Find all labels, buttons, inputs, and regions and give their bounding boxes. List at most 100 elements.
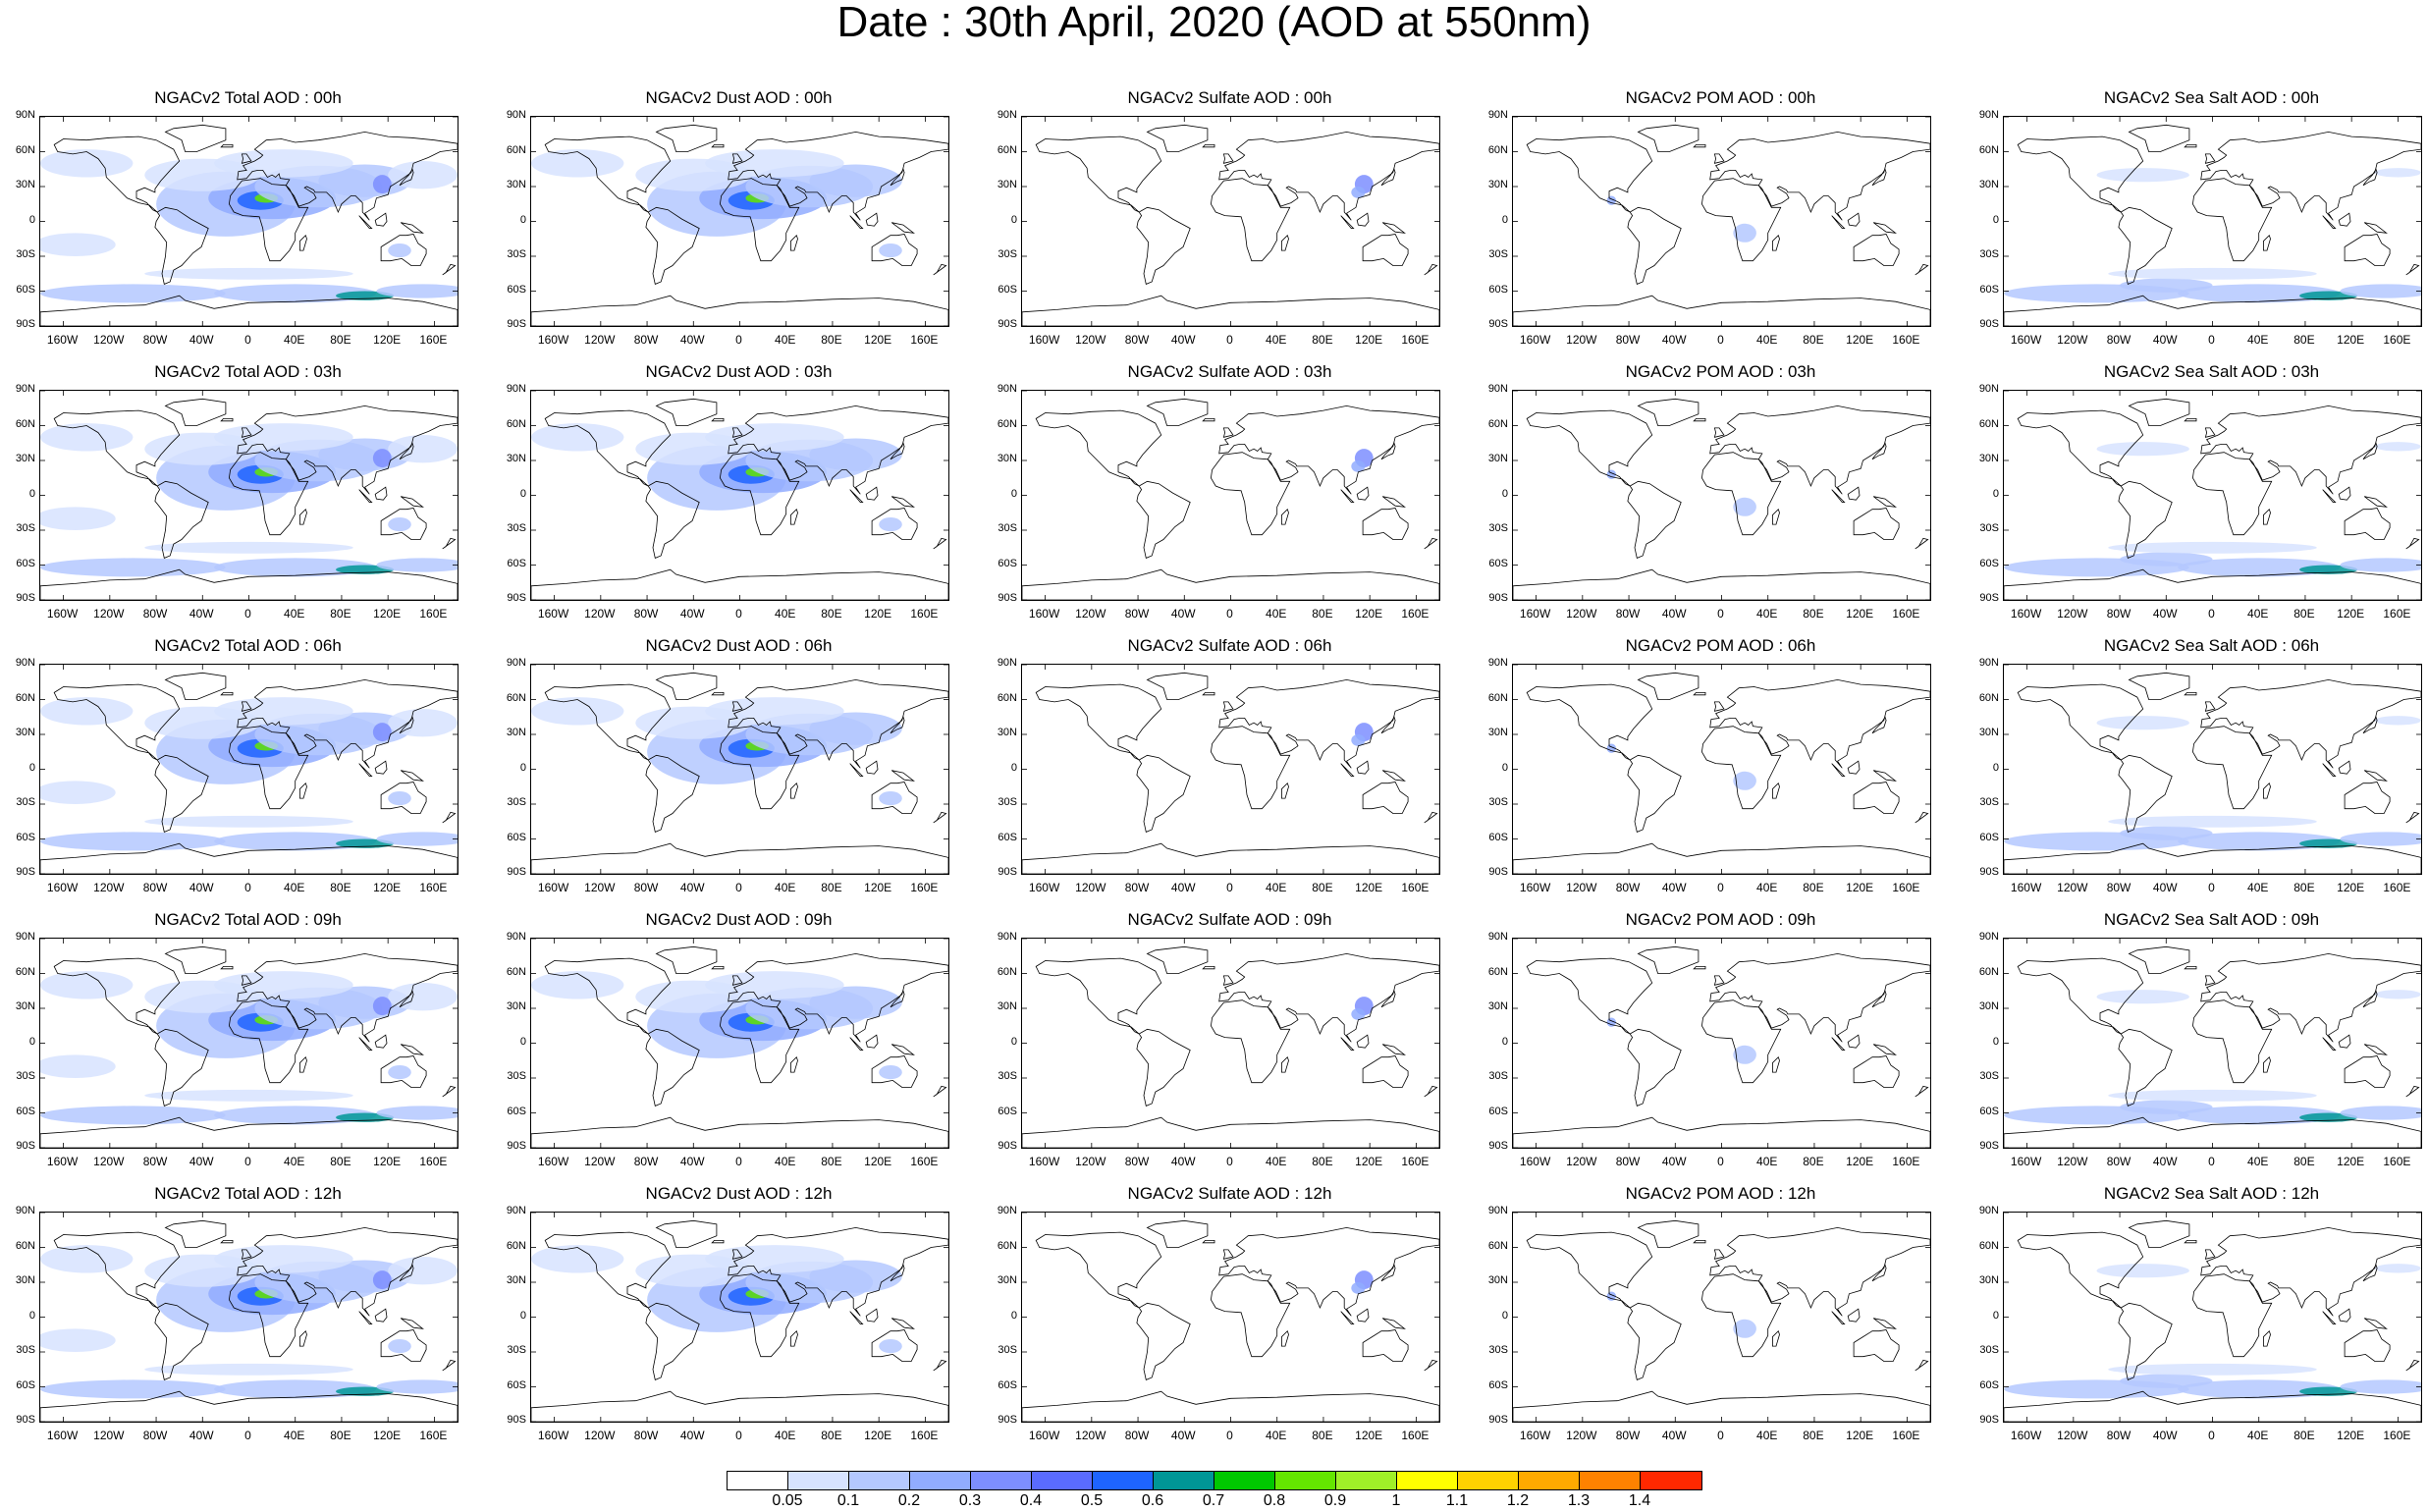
lon-tick-label: 80W (1615, 1155, 1641, 1168)
coastline (400, 1318, 424, 1329)
coastline (865, 760, 879, 775)
world-map (530, 116, 949, 327)
aod-field (40, 1245, 134, 1273)
lat-tick-label: 60S (16, 557, 35, 569)
coastline (1831, 1311, 1846, 1324)
coastline (442, 1359, 457, 1372)
lon-tick-label: 80E (330, 1155, 351, 1168)
lon-tick-label: 120W (2057, 333, 2088, 347)
lat-tick-label: 60S (507, 1105, 526, 1117)
coastline (655, 945, 718, 974)
lon-tick-label: 160W (1028, 333, 1060, 347)
coastline (719, 1273, 800, 1358)
coastline (1526, 683, 1653, 761)
aod-field (2374, 168, 2421, 178)
lat-tick-label: 0 (1992, 213, 1999, 226)
coastline (1210, 1273, 1291, 1358)
aod-field (2374, 716, 2421, 726)
panel-title: NGACv2 Sulfate AOD : 06h (1127, 636, 1332, 655)
lat-tick-label: 30S (998, 522, 1017, 534)
world-map (1021, 390, 1440, 601)
aod-field (376, 1379, 458, 1394)
aod-field (2178, 1106, 2341, 1125)
lat-tick-label: 30N (506, 1000, 526, 1012)
coastline (544, 1231, 672, 1309)
lat-tick-label: 90S (16, 1140, 35, 1152)
lat-tick-label: 30S (998, 796, 1017, 808)
lat-tick-label: 90S (1979, 1414, 1999, 1426)
coastline (544, 683, 672, 761)
coastline (220, 965, 234, 970)
lat-tick-label: 90S (507, 318, 526, 330)
coastline (1709, 131, 1930, 221)
lon-tick-label: 160E (2383, 881, 2411, 894)
lat-tick-label: 60N (15, 691, 35, 704)
lat-tick-label: 0 (519, 1035, 526, 1048)
lon-tick-label: 120E (864, 333, 892, 347)
panel-title: NGACv2 Dust AOD : 00h (645, 88, 833, 107)
aod-field (372, 997, 392, 1016)
coastline (1627, 480, 1682, 559)
lon-tick-label: 120E (373, 881, 402, 894)
lon-tick-label: 160W (1519, 1429, 1551, 1442)
lat-tick-label: 90N (1978, 931, 1999, 943)
lat-tick-label: 30S (1979, 1344, 1999, 1356)
lat-tick-label: 30N (15, 453, 35, 464)
lon-tick-label: 120W (2057, 1429, 2088, 1442)
lon-tick-label: 160W (1519, 333, 1551, 347)
coastline (1693, 1239, 1706, 1244)
lat-tick-label: 60N (1978, 417, 1999, 430)
map-panel-seasalt-0: NGACv2 Sea Salt AOD : 00h 90N 60N 30N 0 30S 60… (1964, 88, 2428, 356)
lon-tick-label: 160E (419, 1155, 448, 1168)
lat-tick-label: 30S (998, 1344, 1017, 1356)
aod-field (144, 1363, 353, 1376)
lat-tick-label: 30S (1979, 796, 1999, 808)
aod-field (40, 233, 116, 256)
coastline (374, 486, 388, 501)
coastline (1280, 1055, 1289, 1073)
aod-field (372, 449, 392, 468)
coastline (374, 760, 388, 775)
lon-tick-label: 40E (1266, 607, 1287, 621)
coastline (849, 215, 864, 229)
lon-tick-label: 160W (2010, 607, 2042, 621)
aod-field (879, 1339, 902, 1354)
aod-field (705, 423, 844, 452)
coastline (789, 234, 798, 251)
colorbar (727, 1471, 1702, 1490)
colorbar-box (1032, 1472, 1093, 1489)
coastline (2128, 672, 2190, 700)
coastline (2204, 153, 2216, 164)
lon-tick-label: 80W (2106, 607, 2131, 621)
lat-tick-label: 60N (1487, 965, 1508, 978)
colorbar-box (1093, 1472, 1154, 1489)
coastline (1871, 168, 1887, 187)
panel-title: NGACv2 POM AOD : 09h (1625, 910, 1816, 929)
coastline (1771, 234, 1780, 251)
coastline (1202, 1239, 1215, 1244)
map-panel-seasalt-1: NGACv2 Sea Salt AOD : 03h 90N 60N 30N 0 30S 60… (1964, 362, 2428, 630)
lat-tick-label: 60S (16, 1105, 35, 1117)
coastline (2405, 263, 2420, 276)
lat-tick-label: 90N (1487, 109, 1508, 121)
lon-tick-label: 160E (1401, 881, 1430, 894)
lon-tick-label: 160E (2383, 607, 2411, 621)
coastline (731, 701, 743, 712)
coastline (2405, 811, 2420, 824)
colorbar-label: 1 (1391, 1492, 1401, 1509)
lon-tick-label: 120E (1846, 881, 1874, 894)
coastline (865, 1034, 879, 1049)
coastline (400, 222, 424, 234)
coastline (1362, 234, 1409, 266)
coastline (719, 178, 800, 262)
coastline (1915, 1359, 1929, 1372)
lon-tick-label: 160E (1892, 1155, 1920, 1168)
lon-tick-label: 120W (1075, 333, 1106, 347)
coastline (53, 683, 181, 761)
coastline (298, 1055, 307, 1073)
lat-tick-label: 60S (1488, 557, 1508, 569)
panel-title: NGACv2 Total AOD : 12h (154, 1184, 342, 1203)
coastline (380, 1055, 427, 1088)
coastline (1210, 999, 1291, 1084)
lat-tick-label: 90S (1979, 318, 1999, 330)
